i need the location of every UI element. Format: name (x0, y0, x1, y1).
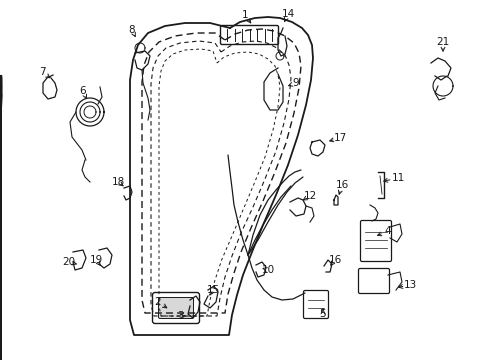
Text: 1: 1 (241, 10, 248, 20)
Text: 14: 14 (281, 9, 294, 19)
Text: 20: 20 (62, 257, 76, 267)
Text: 2: 2 (154, 297, 161, 307)
FancyBboxPatch shape (158, 297, 193, 319)
Text: 19: 19 (89, 255, 102, 265)
Text: 17: 17 (333, 133, 346, 143)
Text: 13: 13 (403, 280, 416, 290)
Text: 6: 6 (80, 86, 86, 96)
FancyBboxPatch shape (152, 292, 199, 324)
Text: 18: 18 (111, 177, 124, 187)
Text: 8: 8 (128, 25, 135, 35)
Text: 16: 16 (335, 180, 348, 190)
Text: 11: 11 (390, 173, 404, 183)
FancyBboxPatch shape (220, 26, 278, 45)
Text: 12: 12 (303, 191, 316, 201)
Text: 21: 21 (435, 37, 448, 47)
Text: 4: 4 (384, 226, 390, 236)
FancyBboxPatch shape (360, 220, 391, 261)
Text: 5: 5 (319, 309, 325, 319)
Text: 9: 9 (292, 78, 299, 88)
FancyBboxPatch shape (303, 291, 328, 319)
Text: 16: 16 (328, 255, 341, 265)
Text: 3: 3 (176, 311, 183, 321)
Text: 7: 7 (39, 67, 45, 77)
Text: 15: 15 (206, 285, 219, 295)
Text: 10: 10 (261, 265, 274, 275)
FancyBboxPatch shape (358, 269, 389, 293)
